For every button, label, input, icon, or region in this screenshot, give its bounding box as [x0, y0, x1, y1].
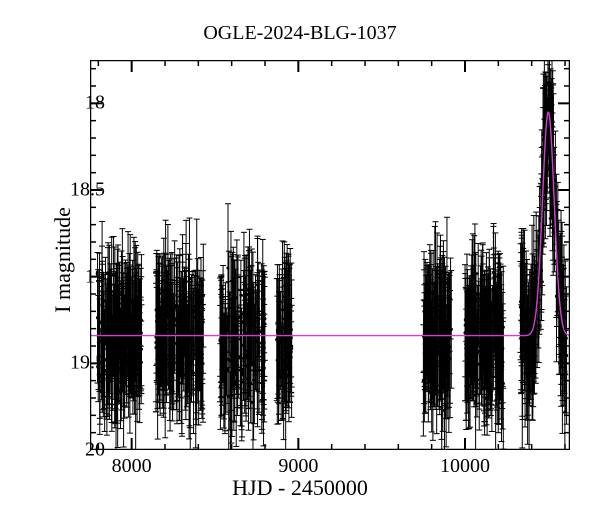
x-tick-label: 10000	[440, 455, 490, 478]
x-tick-label: 9000	[278, 455, 318, 478]
y-tick-label: 18.5	[45, 179, 105, 202]
plot-area	[90, 60, 570, 450]
plot-title: OGLE-2024-BLG-1037	[0, 22, 600, 45]
y-tick-label: 18	[45, 92, 105, 115]
y-tick-label: 19.5	[45, 352, 105, 375]
y-tick-label: 20	[45, 439, 105, 462]
y-tick-label: 19	[45, 265, 105, 288]
y-axis-label: I magnitude	[50, 207, 76, 313]
x-tick-label: 8000	[112, 455, 152, 478]
x-axis-label: HJD - 2450000	[0, 475, 600, 501]
plot-svg	[90, 60, 570, 450]
